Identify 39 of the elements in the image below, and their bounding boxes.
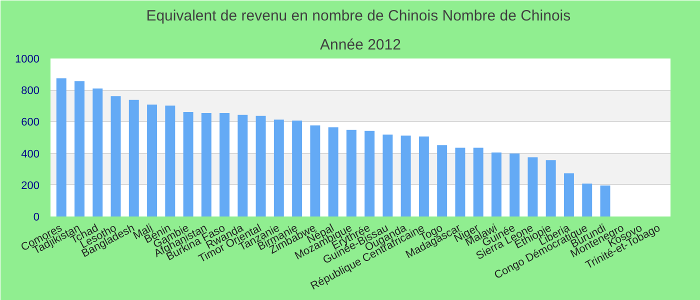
bar: [418, 136, 429, 216]
y-tick-label: 200: [21, 180, 40, 192]
chart-subtitle: Année 2012: [320, 36, 401, 54]
bar: [510, 153, 520, 216]
bar: [364, 130, 375, 216]
bar: [455, 148, 466, 216]
bar: [238, 114, 248, 216]
bar: [110, 96, 121, 216]
bar: [165, 106, 176, 216]
bar: [600, 186, 610, 216]
bar: [310, 125, 320, 216]
bar: [328, 127, 338, 216]
bar: [437, 145, 448, 216]
bar: [528, 157, 538, 216]
bar: [473, 148, 484, 216]
bar: [183, 112, 194, 216]
y-tick-label: 600: [21, 116, 40, 129]
y-tick-label: 800: [21, 85, 40, 98]
bar: [582, 184, 592, 216]
bar: [346, 130, 356, 216]
bar: [201, 113, 212, 216]
bar: [256, 116, 266, 216]
bar: [74, 81, 84, 216]
bar: [147, 104, 158, 216]
bar: [491, 152, 502, 216]
bar: [128, 100, 139, 216]
chart-title: Equivalent de revenu en nombre de Chinois Nombre de Chinois: [146, 8, 571, 24]
bar: [274, 120, 284, 216]
bar: [56, 78, 66, 216]
bar: [546, 160, 556, 216]
bar: [220, 113, 230, 216]
bar: [92, 88, 103, 216]
y-tick-label: 1000: [15, 54, 40, 66]
bar: [400, 136, 411, 216]
bar: [292, 120, 302, 216]
y-tick-label: 0: [33, 212, 40, 224]
bar: [564, 173, 574, 216]
bar: [382, 134, 393, 216]
y-tick-label: 400: [21, 148, 40, 160]
